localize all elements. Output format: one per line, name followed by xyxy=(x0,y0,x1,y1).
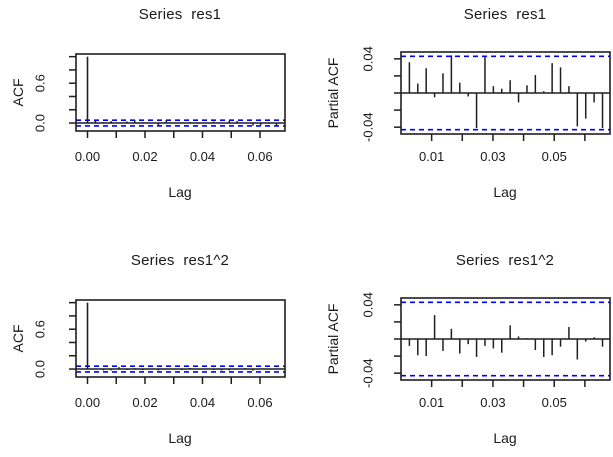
x-tick-label: 0.06 xyxy=(247,149,272,164)
x-tick-label: 0.05 xyxy=(542,395,567,410)
panel-pacf-res1sq: Series res1^2 Partial ACF Lag 0.01 0.03 0.… xyxy=(325,252,611,446)
y-axis-title: Partial ACF xyxy=(325,304,341,375)
plot-box xyxy=(75,53,286,132)
y-tick-label: -0.04 xyxy=(361,358,376,388)
y-axis-title: Partial ACF xyxy=(325,58,341,129)
x-tick-label: 0.05 xyxy=(542,149,567,164)
plot-box xyxy=(75,299,286,378)
x-axis-title: Lag xyxy=(168,184,191,200)
panel-acf-res1: Series res1 ACF Lag 0.00 0.02 0.04 0.06 0.0 0… xyxy=(10,6,286,200)
panel-title: Series res1^2 xyxy=(456,252,554,269)
panel-pacf-res1: Series res1 Partial ACF Lag 0.01 0.03 0.05… xyxy=(325,6,611,200)
y-tick-label: 0.0 xyxy=(33,360,48,378)
x-tick-label: 0.01 xyxy=(419,395,444,410)
x-tick-label: 0.00 xyxy=(75,149,100,164)
y-tick-label: 0.04 xyxy=(361,46,376,71)
x-tick-label: 0.01 xyxy=(419,149,444,164)
y-tick-label: 0.04 xyxy=(361,292,376,317)
x-tick-label: 0.04 xyxy=(190,395,215,410)
x-tick-label: 0.03 xyxy=(480,395,505,410)
y-tick-label: 0.6 xyxy=(33,320,48,338)
y-tick-label: 0.6 xyxy=(33,74,48,92)
x-axis-title: Lag xyxy=(493,184,516,200)
x-tick-label: 0.03 xyxy=(480,149,505,164)
x-tick-label: 0.00 xyxy=(75,395,100,410)
y-axis-title: ACF xyxy=(10,79,26,107)
x-tick-label: 0.02 xyxy=(132,149,157,164)
y-tick-label: -0.04 xyxy=(361,112,376,142)
x-tick-label: 0.06 xyxy=(247,395,272,410)
x-tick-label: 0.02 xyxy=(132,395,157,410)
x-tick-label: 0.04 xyxy=(190,149,215,164)
y-tick-label: 0.0 xyxy=(33,114,48,132)
x-axis-title: Lag xyxy=(168,430,191,446)
panel-acf-res1sq: Series res1^2 ACF Lag 0.00 0.02 0.04 0.06 0.… xyxy=(10,252,286,446)
panel-title: Series res1 xyxy=(464,6,546,23)
y-axis-title: ACF xyxy=(10,325,26,353)
x-axis-title: Lag xyxy=(493,430,516,446)
panel-title: Series res1 xyxy=(139,6,221,23)
panel-title: Series res1^2 xyxy=(131,252,229,269)
